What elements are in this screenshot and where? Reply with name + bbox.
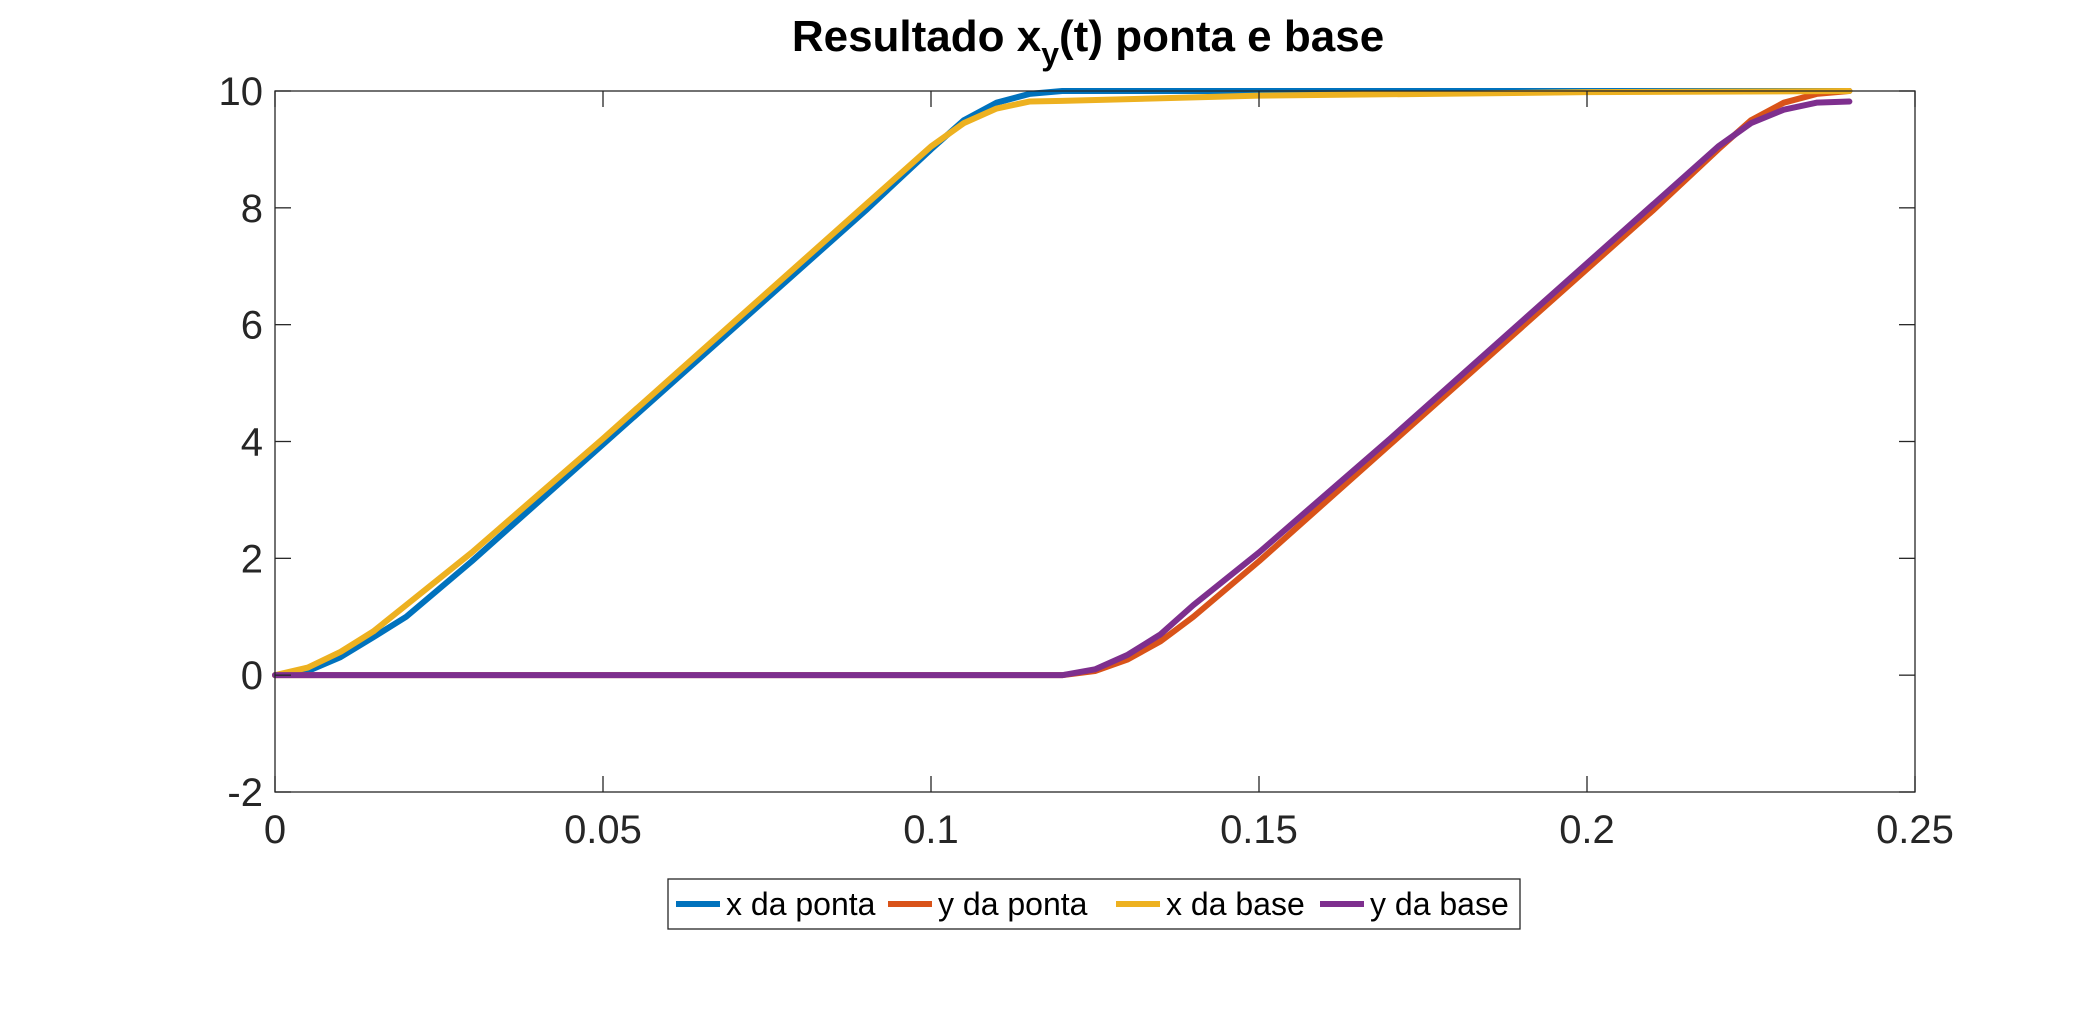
legend-label: y da ponta — [938, 886, 1088, 922]
x-tick-label: 0.2 — [1559, 808, 1615, 852]
legend-entry-2: y da ponta — [888, 886, 1088, 922]
x-tick-label: 0.05 — [564, 808, 642, 852]
legend-label: y da base — [1370, 886, 1509, 922]
legend-entry-3: x da base — [1116, 886, 1305, 922]
legend-entry-1: x da ponta — [676, 886, 876, 922]
x-tick-label: 0.15 — [1220, 808, 1298, 852]
y-tick-label: 8 — [241, 187, 263, 231]
chart-title-rest: (t) ponta e base — [1059, 12, 1384, 61]
y-tick-label: 2 — [241, 537, 263, 581]
chart-title-subscript: y — [1041, 36, 1059, 72]
legend-entry-4: y da base — [1320, 886, 1509, 922]
y-tick-label: -2 — [227, 771, 263, 815]
legend-label: x da ponta — [726, 886, 876, 922]
series-line-4 — [272, 98, 1853, 679]
y-tick-label: 0 — [241, 654, 263, 698]
legend-box — [667, 878, 1521, 930]
chart-title: Resultado xy(t) ponta e base — [792, 12, 1384, 72]
chart-title-main: Resultado x — [792, 12, 1042, 61]
series-line-3 — [272, 88, 1853, 679]
y-tick-label: 6 — [241, 304, 263, 348]
x-tick-label: 0.25 — [1876, 808, 1954, 852]
y-tick-label: 4 — [241, 421, 263, 465]
legend-label: x da base — [1166, 886, 1305, 922]
y-tick-label: 10 — [219, 70, 264, 114]
x-tick-label: 0 — [264, 808, 286, 852]
x-tick-label: 0.1 — [903, 808, 959, 852]
legend: x da ponta y da ponta x da base y da base — [667, 878, 1521, 930]
